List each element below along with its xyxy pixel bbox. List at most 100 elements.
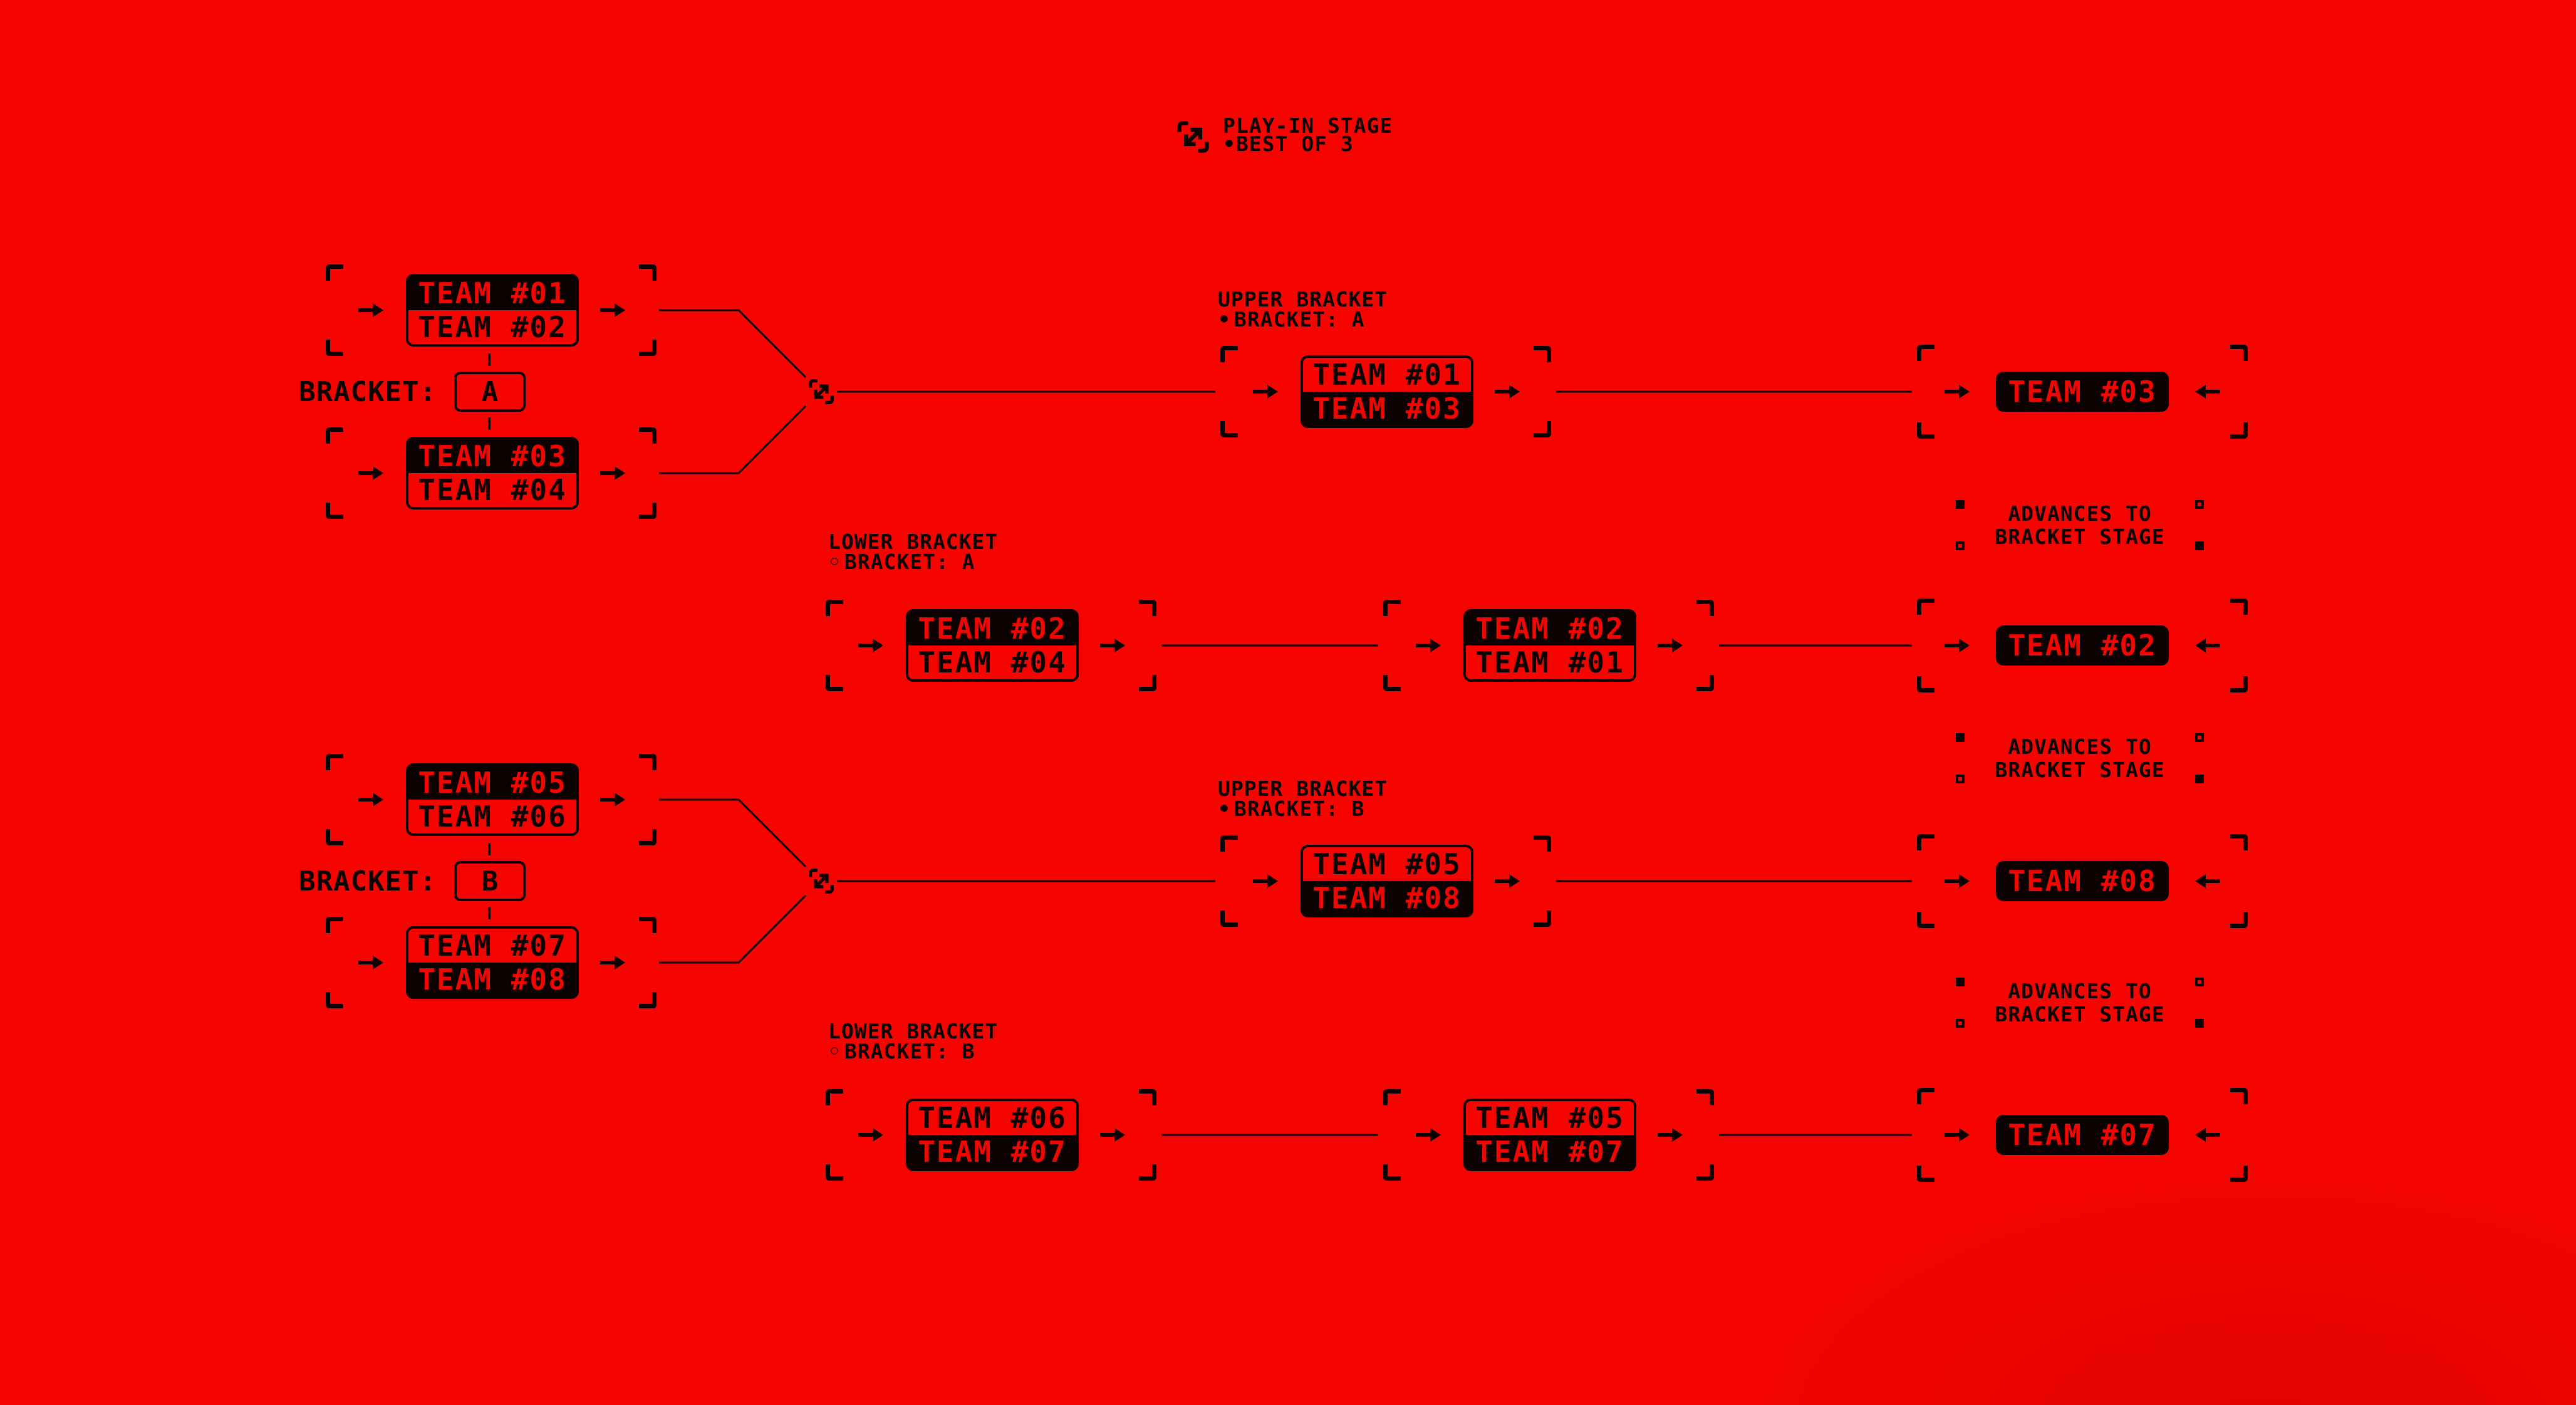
upper-bracket-label: UPPER BRACKET • BRACKET: B — [1218, 776, 1388, 821]
advancing-team-box[interactable]: TEAM #08 — [1996, 861, 2169, 901]
arrow-left-icon — [2194, 872, 2221, 891]
square-filled-icon — [2195, 1019, 2204, 1028]
square-filled-icon — [1956, 500, 1965, 509]
lower-bracket-match-b1: TEAM #06 TEAM #07 — [826, 1089, 1156, 1181]
arrow-left-icon — [2194, 636, 2221, 655]
dash-connector — [488, 417, 491, 430]
arrow-right-icon — [1943, 872, 1971, 891]
advancing-team-box[interactable]: TEAM #07 — [1996, 1115, 2169, 1155]
expand-icon — [808, 868, 834, 894]
match-box[interactable]: TEAM #01 TEAM #03 — [1301, 355, 1473, 428]
square-hollow-icon — [1956, 1019, 1965, 1028]
arrow-right-icon — [1656, 636, 1684, 655]
arrow-right-icon — [1943, 382, 1971, 401]
match-box[interactable]: TEAM #06 TEAM #07 — [906, 1099, 1079, 1171]
upper-bracket-subheading: BRACKET: B — [1233, 797, 1365, 821]
square-hollow-icon — [2195, 733, 2204, 742]
match-box[interactable]: TEAM #05 TEAM #07 — [1463, 1099, 1636, 1171]
match-box[interactable]: TEAM #07 TEAM #08 — [406, 926, 579, 999]
dash-connector — [488, 843, 491, 855]
lower-winner-b: TEAM #07 — [1917, 1088, 2248, 1182]
title-bullet: • — [1223, 132, 1236, 156]
lower-bracket-match-b2: TEAM #05 TEAM #07 — [1383, 1089, 1714, 1181]
team-row[interactable]: TEAM #06 — [918, 1101, 1067, 1135]
arrow-right-icon — [1252, 872, 1279, 891]
square-filled-icon — [2195, 541, 2204, 550]
match-box[interactable]: TEAM #02 TEAM #01 — [1463, 609, 1636, 682]
arrow-left-icon — [2194, 382, 2221, 401]
lower-bracket-heading: LOWER BRACKET — [828, 530, 999, 554]
match-box[interactable]: TEAM #02 TEAM #04 — [906, 609, 1079, 682]
bullet-icon: ◦ — [828, 1039, 841, 1063]
match-box[interactable]: TEAM #01 TEAM #02 — [406, 274, 579, 347]
team-row[interactable]: TEAM #07 — [1466, 1135, 1634, 1169]
team-row[interactable]: TEAM #07 — [418, 929, 567, 963]
bracket-label: BRACKET: — [299, 865, 437, 897]
square-filled-icon — [1956, 978, 1965, 986]
arrow-right-icon — [357, 790, 385, 809]
square-hollow-icon — [1956, 775, 1965, 783]
arrow-right-icon — [599, 953, 626, 972]
title-line2: BEST OF 3 — [1235, 132, 1354, 156]
team-row[interactable]: TEAM #04 — [418, 473, 567, 507]
advances-text: ADVANCES TO BRACKET STAGE — [1995, 501, 2165, 549]
upper-bracket-label: UPPER BRACKET • BRACKET: A — [1218, 289, 1388, 332]
match-box[interactable]: TEAM #05 TEAM #08 — [1301, 845, 1473, 917]
team-row[interactable]: TEAM #02 — [1466, 612, 1634, 645]
arrow-right-icon — [1252, 382, 1279, 401]
team-row[interactable]: TEAM #05 — [408, 766, 576, 800]
expand-icon — [808, 379, 834, 405]
team-row[interactable]: TEAM #01 — [1312, 358, 1462, 392]
expand-icon — [1176, 120, 1210, 154]
upper-bracket-heading: UPPER BRACKET — [1218, 776, 1388, 801]
team-row[interactable]: TEAM #06 — [418, 800, 567, 833]
advances-text: ADVANCES TO BRACKET STAGE — [1995, 734, 2165, 782]
arrow-right-icon — [1099, 1126, 1126, 1144]
bracket-letter-box[interactable]: B — [454, 861, 526, 901]
arrow-right-icon — [599, 464, 626, 483]
arrow-right-icon — [1943, 1126, 1971, 1144]
bullet-icon: ◦ — [828, 550, 841, 574]
team-row[interactable]: TEAM #07 — [908, 1135, 1076, 1169]
arrow-right-icon — [1493, 382, 1521, 401]
team-row[interactable]: TEAM #05 — [1312, 847, 1462, 881]
team-row[interactable]: TEAM #02 — [908, 612, 1076, 645]
lower-bracket-match-a2: TEAM #02 TEAM #01 — [1383, 600, 1714, 691]
match-box[interactable]: TEAM #05 TEAM #06 — [406, 763, 579, 836]
team-row[interactable]: TEAM #01 — [408, 276, 576, 310]
upper-bracket-subheading: BRACKET: A — [1233, 307, 1365, 332]
team-row[interactable]: TEAM #08 — [408, 963, 576, 996]
qualifier-match-b2: TEAM #07 TEAM #08 — [326, 917, 657, 1008]
team-row[interactable]: TEAM #08 — [1303, 881, 1471, 915]
arrow-right-icon — [857, 636, 885, 655]
arrow-right-icon — [1943, 636, 1971, 655]
square-hollow-icon — [2195, 500, 2204, 509]
team-row[interactable]: TEAM #01 — [1475, 645, 1624, 679]
square-hollow-icon — [2195, 978, 2204, 986]
advances-note: ADVANCES TO BRACKET STAGE — [1948, 499, 2211, 551]
team-row[interactable]: TEAM #03 — [408, 439, 576, 473]
advances-text: ADVANCES TO BRACKET STAGE — [1995, 979, 2165, 1026]
square-hollow-icon — [1956, 541, 1965, 550]
arrow-right-icon — [599, 790, 626, 809]
advancing-team-box[interactable]: TEAM #02 — [1996, 625, 2169, 666]
bullet-icon: • — [1218, 797, 1231, 821]
arrow-right-icon — [1493, 872, 1521, 891]
team-row[interactable]: TEAM #04 — [918, 645, 1067, 679]
advancing-team-box[interactable]: TEAM #03 — [1996, 372, 2169, 412]
dash-connector — [488, 907, 491, 919]
arrow-right-icon — [1099, 636, 1126, 655]
match-box[interactable]: TEAM #03 TEAM #04 — [406, 437, 579, 509]
lower-winner-a: TEAM #02 — [1917, 598, 2248, 692]
upper-winner-b: TEAM #08 — [1917, 834, 2248, 928]
team-row[interactable]: TEAM #02 — [418, 310, 567, 344]
qualifier-match-a1: TEAM #01 TEAM #02 — [326, 264, 657, 356]
bracket-letter-box[interactable]: A — [454, 372, 526, 412]
dash-connector — [488, 353, 491, 366]
team-row[interactable]: TEAM #05 — [1475, 1101, 1624, 1135]
team-row[interactable]: TEAM #03 — [1303, 392, 1471, 426]
bracket-letter: B — [481, 865, 499, 897]
bracket-label: BRACKET: — [299, 376, 437, 408]
